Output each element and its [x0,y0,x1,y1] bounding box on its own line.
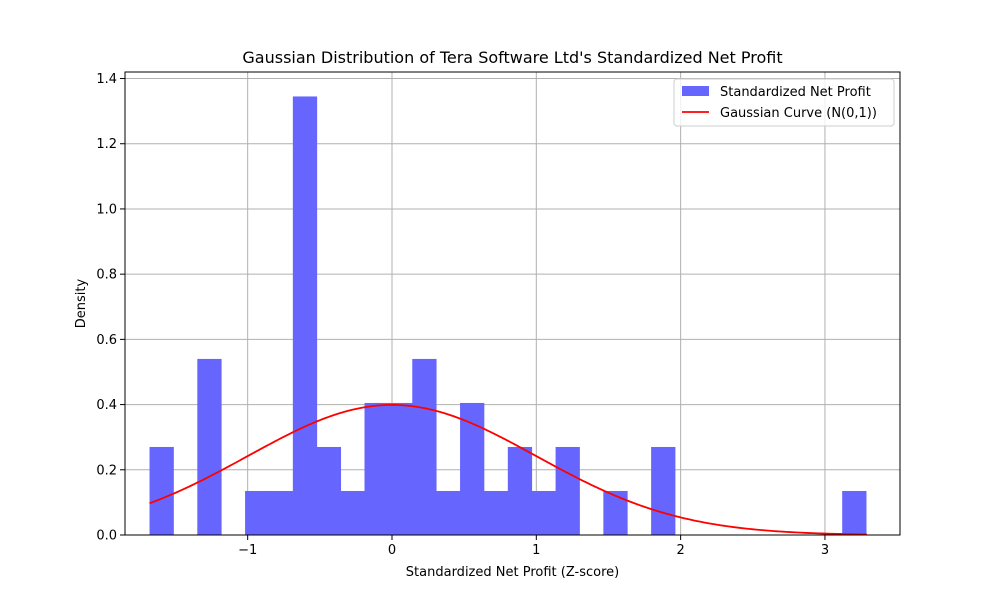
bars-layer [149,96,867,535]
y-tick-label: 1.4 [96,72,117,87]
histogram-bar [340,490,365,535]
y-tick-label: 0.6 [96,333,117,348]
histogram-bar [842,490,867,535]
x-tick-label: 2 [676,543,684,558]
y-tick-label: 0.4 [96,398,117,413]
y-tick-label: 1.0 [96,202,117,217]
y-axis-label: Density [74,278,89,328]
ticks-layer: −1 0 1 2 3 0.0 0.2 0.4 0.6 0.8 1.0 1.2 1.4 [96,72,829,558]
histogram-bar [245,490,270,535]
histogram-bar [197,358,222,535]
y-tick-label: 0.8 [96,268,117,283]
legend-label-histogram: Standardized Net Profit [720,85,871,100]
histogram-bar [436,490,461,535]
histogram-bar [412,358,437,535]
y-tick-label: 1.2 [96,137,117,152]
histogram-bar [364,402,389,535]
plot-frame [124,71,901,536]
x-axis-label: Standardized Net Profit (Z-score) [406,565,619,580]
x-tick-label: 3 [821,543,829,558]
gaussian-curve-line [149,404,867,536]
histogram-bar [268,490,294,535]
histogram-bar [555,446,580,535]
curve-layer [149,404,867,536]
legend-label-curve: Gaussian Curve (N(0,1)) [720,106,877,121]
histogram-bar [388,402,413,535]
y-tick-label: 0.0 [96,529,117,544]
x-tick-label: 1 [532,543,540,558]
chart-title: Gaussian Distribution of Tera Software L… [242,48,782,67]
histogram-bar [292,96,318,535]
legend: Standardized Net Profit Gaussian Curve (N… [673,78,895,127]
legend-swatch-histogram [682,86,709,96]
histogram-bar [603,490,628,535]
histogram-bar [483,490,509,535]
histogram-bar [651,446,676,535]
histogram-bar [316,446,342,535]
histogram-bar [149,446,174,535]
histogram-bar [531,490,556,535]
grid-layer [125,72,900,536]
legend-box [673,78,895,127]
histogram-bar [507,446,533,535]
y-tick-label: 0.2 [96,463,117,478]
x-tick-label: 0 [388,543,396,558]
histogram-bar [460,402,485,535]
x-tick-label: −1 [238,543,257,558]
